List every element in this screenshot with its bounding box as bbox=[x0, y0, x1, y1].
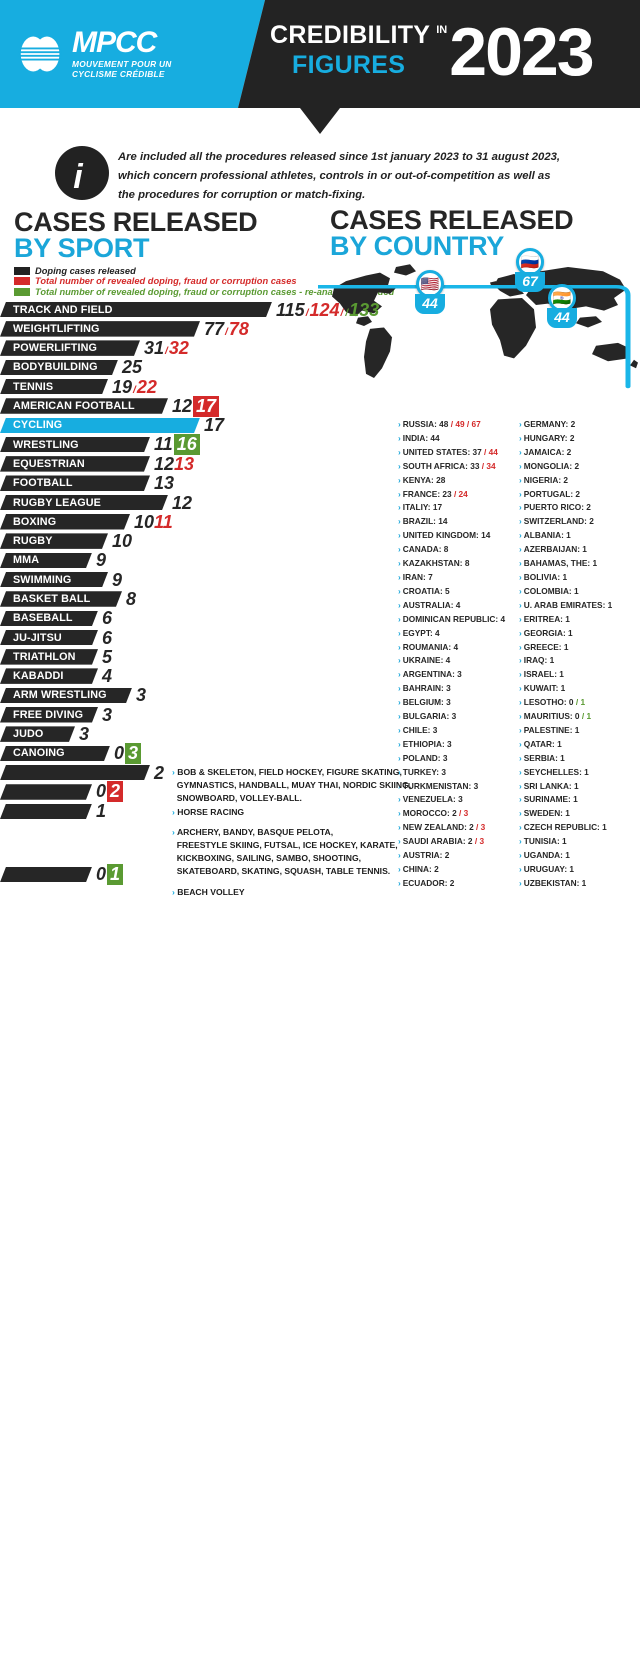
svg-text:i: i bbox=[73, 158, 84, 196]
